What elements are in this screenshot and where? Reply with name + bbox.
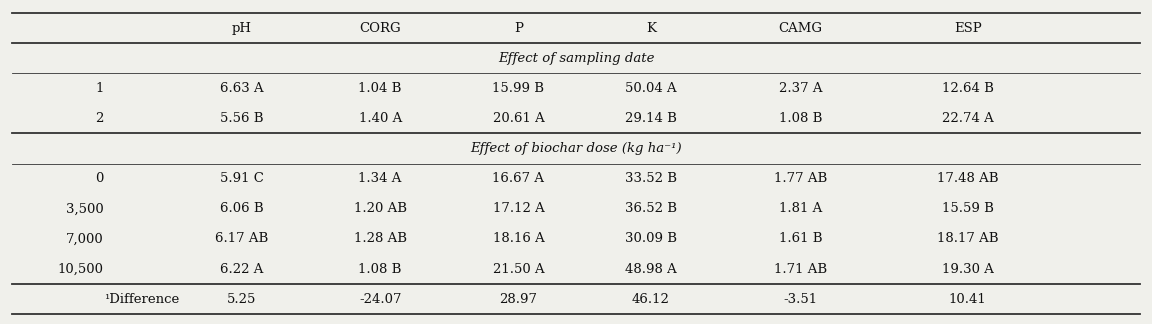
Text: 15.59 B: 15.59 B [941,202,994,215]
Text: 1.08 B: 1.08 B [779,112,823,125]
Text: 1: 1 [96,82,104,95]
Text: 5.56 B: 5.56 B [220,112,264,125]
Text: 1.08 B: 1.08 B [358,262,402,276]
Text: 1.40 A: 1.40 A [358,112,402,125]
Text: ¹Difference: ¹Difference [104,293,179,306]
Text: 33.52 B: 33.52 B [624,172,677,185]
Text: P: P [514,21,523,35]
Text: 50.04 A: 50.04 A [626,82,676,95]
Text: 20.61 A: 20.61 A [493,112,544,125]
Text: Effect of sampling date: Effect of sampling date [498,52,654,65]
Text: 48.98 A: 48.98 A [626,262,676,276]
Text: 1.61 B: 1.61 B [779,232,823,246]
Text: ESP: ESP [954,21,982,35]
Text: 17.48 AB: 17.48 AB [937,172,999,185]
Text: 1.28 AB: 1.28 AB [354,232,407,246]
Text: 21.50 A: 21.50 A [493,262,544,276]
Text: 28.97: 28.97 [500,293,537,306]
Text: 6.63 A: 6.63 A [220,82,264,95]
Text: 1.04 B: 1.04 B [358,82,402,95]
Text: 30.09 B: 30.09 B [624,232,677,246]
Text: 10,500: 10,500 [58,262,104,276]
Text: 15.99 B: 15.99 B [492,82,545,95]
Text: 1.34 A: 1.34 A [358,172,402,185]
Text: 10.41: 10.41 [949,293,986,306]
Text: Effect of biochar dose (kg ha⁻¹): Effect of biochar dose (kg ha⁻¹) [470,142,682,155]
Text: 12.64 B: 12.64 B [941,82,994,95]
Text: 19.30 A: 19.30 A [941,262,994,276]
Text: 0: 0 [96,172,104,185]
Text: CORG: CORG [359,21,401,35]
Text: pH: pH [232,21,252,35]
Text: 3,500: 3,500 [66,202,104,215]
Text: 6.17 AB: 6.17 AB [215,232,268,246]
Text: 18.16 A: 18.16 A [493,232,544,246]
Text: 1.81 A: 1.81 A [779,202,823,215]
Text: 5.91 C: 5.91 C [220,172,264,185]
Text: 22.74 A: 22.74 A [942,112,993,125]
Text: 29.14 B: 29.14 B [624,112,677,125]
Text: 46.12: 46.12 [632,293,669,306]
Text: 2: 2 [96,112,104,125]
Text: 17.12 A: 17.12 A [493,202,544,215]
Text: 6.22 A: 6.22 A [220,262,264,276]
Text: K: K [646,21,655,35]
Text: 1.20 AB: 1.20 AB [354,202,407,215]
Text: -3.51: -3.51 [783,293,818,306]
Text: CAMG: CAMG [779,21,823,35]
Text: 1.77 AB: 1.77 AB [774,172,827,185]
Text: 7,000: 7,000 [66,232,104,246]
Text: 2.37 A: 2.37 A [779,82,823,95]
Text: -24.07: -24.07 [359,293,401,306]
Text: 1.71 AB: 1.71 AB [774,262,827,276]
Text: 16.67 A: 16.67 A [492,172,545,185]
Text: 18.17 AB: 18.17 AB [937,232,999,246]
Text: 36.52 B: 36.52 B [624,202,677,215]
Text: 5.25: 5.25 [227,293,257,306]
Text: 6.06 B: 6.06 B [220,202,264,215]
